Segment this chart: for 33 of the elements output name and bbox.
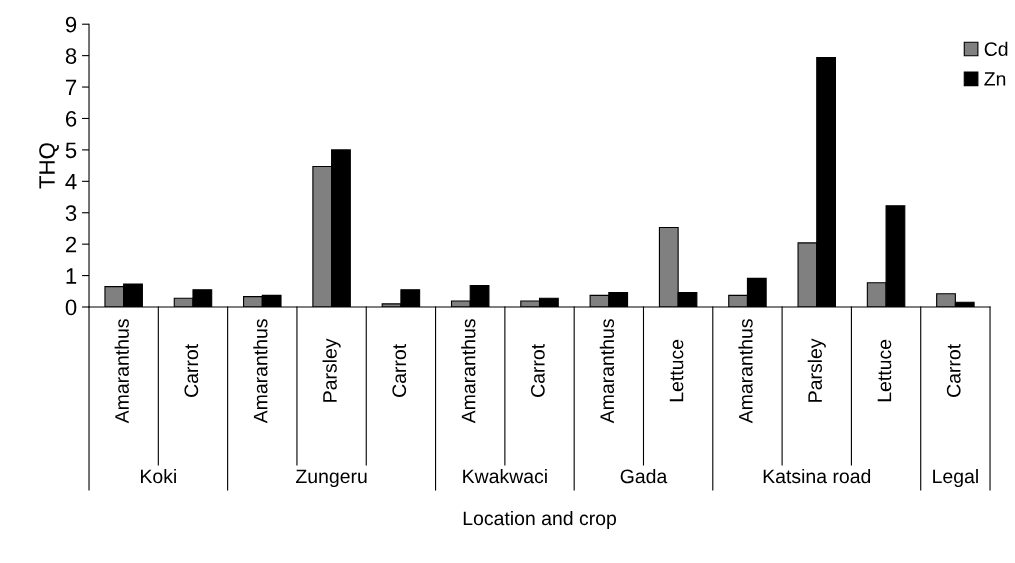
text: Kwakwaci — [463, 468, 547, 484]
x-tick-label: Carrot — [392, 344, 407, 397]
y-tick-label: 6 — [65, 111, 77, 127]
x-tick-label: Amaranthus — [114, 319, 129, 424]
text: Koki — [141, 468, 176, 484]
y-tick-label: 9 — [65, 16, 77, 33]
legend-label: Zn — [984, 72, 1006, 86]
x-tick-label: Amaranthus — [599, 319, 615, 424]
x-tick-label: Carrot — [530, 344, 545, 397]
text: Zungeru — [296, 469, 367, 488]
text: Gada — [620, 468, 668, 484]
text: Katsina road — [763, 468, 871, 484]
y-tick-label: 0 — [65, 299, 77, 316]
x-tick-label: Amaranthus — [738, 319, 753, 424]
y-tick-label: 5 — [65, 142, 77, 159]
x-axis-title: Location and crop — [463, 510, 617, 530]
x-tick-label: Lettuce — [669, 339, 684, 402]
x-tick-label: Carrot — [946, 344, 961, 397]
y-tick-label: 2 — [65, 236, 77, 253]
y-axis-title: THQ — [39, 143, 59, 189]
y-tick-label: 8 — [65, 48, 77, 64]
y-tick-label: 3 — [65, 205, 77, 222]
x-tick-label: Carrot — [184, 344, 199, 397]
text: Legal — [933, 468, 978, 488]
x-tick-label: Parsley — [807, 338, 826, 402]
legend-label: Cd — [984, 41, 1008, 56]
x-tick-label: Parsley — [322, 338, 341, 402]
y-tick-label: 4 — [65, 174, 77, 190]
x-tick-label: Amaranthus — [461, 319, 476, 424]
x-tick-label: Amaranthus — [253, 319, 268, 424]
y-tick-label: 7 — [65, 79, 77, 96]
x-tick-label: Lettuce — [877, 339, 892, 402]
y-tick-label: 1 — [66, 268, 77, 284]
